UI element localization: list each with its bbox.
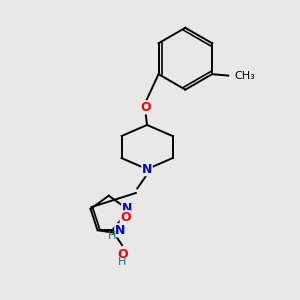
Text: H: H [118,257,127,267]
Text: N: N [142,163,152,176]
Text: O: O [117,248,128,261]
Text: O: O [140,101,151,114]
Text: H: H [108,231,116,241]
Text: N: N [122,202,132,215]
Text: N: N [115,224,125,237]
Text: O: O [120,211,131,224]
Text: CH₃: CH₃ [235,71,255,81]
